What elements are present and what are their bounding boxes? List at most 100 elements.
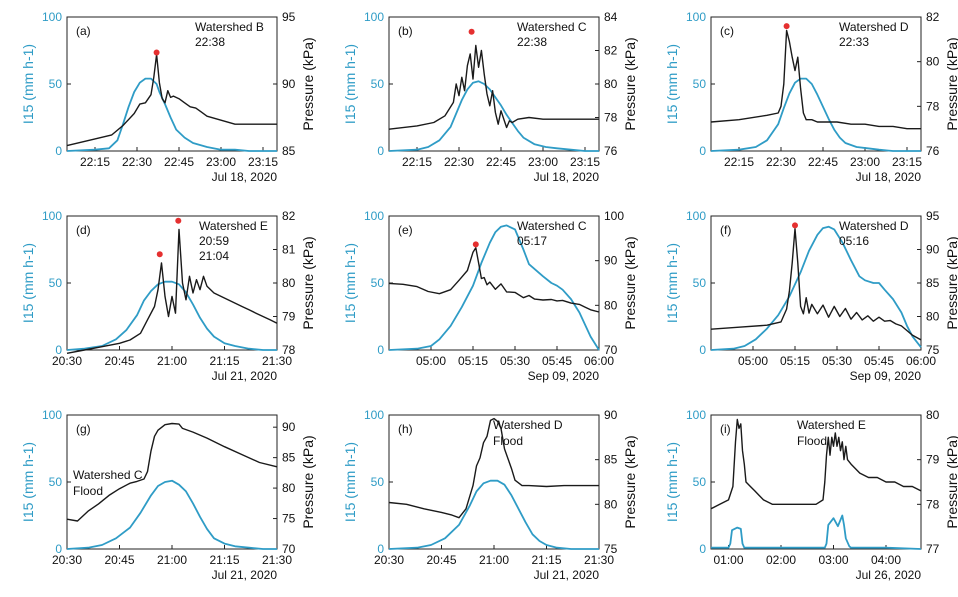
ylabel-right: Pressure (kPa) xyxy=(944,435,958,528)
axes-frame xyxy=(710,16,922,152)
ytick-right-label: 78 xyxy=(926,497,940,511)
ylabel-left: I15 (mm h-1) xyxy=(342,44,358,124)
ytick-left-label: 0 xyxy=(699,144,706,158)
series-pressure-line xyxy=(66,53,277,147)
ytick-right-label: 80 xyxy=(604,77,618,91)
ylabel-left: I15 (mm h-1) xyxy=(20,442,36,522)
ytick-right-label: 80 xyxy=(282,276,296,290)
event-time-label: 05:16 xyxy=(839,234,869,248)
ytick-right-label: 79 xyxy=(282,310,296,324)
ytick-right-label: 75 xyxy=(282,512,296,526)
ytick-right-label: 80 xyxy=(282,481,296,495)
series-intensity-line xyxy=(710,77,921,152)
series-intensity-line xyxy=(388,224,600,351)
date-label: Jul 21, 2020 xyxy=(212,369,278,383)
xtick-label: 22:15 xyxy=(402,155,432,169)
ytick-right-label: 95 xyxy=(926,209,940,223)
xtick-label: 01:00 xyxy=(713,553,743,567)
ylabel-left: I15 (mm h-1) xyxy=(342,243,358,323)
watershed-label: Watershed C xyxy=(73,468,143,482)
ylabel-right: Pressure (kPa) xyxy=(622,435,638,528)
panel-label: (h) xyxy=(398,422,413,436)
ytick-left-label: 50 xyxy=(371,276,385,290)
ytick-right-label: 78 xyxy=(604,111,618,125)
ytick-right-label: 82 xyxy=(926,10,940,24)
panel-a: 0 50 100 85 90 95 22:15 22:30 22:45 23:00 23:15Jul… xyxy=(20,10,316,184)
watershed-label: Watershed E xyxy=(797,418,866,432)
series-intensity-line xyxy=(388,479,599,550)
ytick-right-label: 77 xyxy=(926,542,940,556)
ytick-left-label: 100 xyxy=(686,408,706,422)
xtick-label: 20:45 xyxy=(426,553,456,567)
xtick-label: 21:15 xyxy=(209,553,239,567)
date-label: Jul 18, 2020 xyxy=(212,170,278,184)
xtick-label: 05:00 xyxy=(738,354,768,368)
xtick-label: 22:45 xyxy=(808,155,838,169)
panel-label: (f) xyxy=(720,223,731,237)
ytick-right-label: 76 xyxy=(604,144,618,158)
axes-frame xyxy=(66,414,278,550)
ylabel-right: Pressure (kPa) xyxy=(300,37,316,130)
date-label: Jul 21, 2020 xyxy=(212,568,278,582)
ytick-right-label: 85 xyxy=(926,276,940,290)
ytick-right-label: 78 xyxy=(282,343,296,357)
axes-frame xyxy=(388,16,600,152)
ytick-right-label: 75 xyxy=(604,542,618,556)
xtick-label: 21:30 xyxy=(584,553,614,567)
series-pressure-line xyxy=(388,44,599,130)
ylabel-left: I15 (mm h-1) xyxy=(664,243,680,323)
ytick-right-label: 70 xyxy=(604,343,618,357)
xtick-label: 20:45 xyxy=(104,354,134,368)
ytick-left-label: 50 xyxy=(693,276,707,290)
panel-label: (d) xyxy=(76,223,91,237)
series-intensity-line xyxy=(66,479,277,550)
peak-marker xyxy=(472,241,479,248)
xtick-label: 22:15 xyxy=(80,155,110,169)
xtick-label: 22:45 xyxy=(486,155,516,169)
ytick-left-label: 0 xyxy=(377,144,384,158)
panel-d: 0 50 100 78 79 80 81 82 20:30 20:45 21:00 21:15 21:3… xyxy=(20,209,316,383)
xtick-label: 05:00 xyxy=(416,354,446,368)
ylabel-right: Pressure (kPa) xyxy=(944,236,958,329)
xtick-label: 20:30 xyxy=(52,553,82,567)
watershed-label: Watershed E xyxy=(199,219,268,233)
ytick-right-label: 82 xyxy=(604,44,618,58)
xtick-label: 22:30 xyxy=(766,155,796,169)
xtick-label: 23:15 xyxy=(892,155,922,169)
ytick-right-label: 90 xyxy=(604,254,618,268)
panel-label: (i) xyxy=(720,422,731,436)
ytick-left-label: 0 xyxy=(55,144,62,158)
ytick-left-label: 0 xyxy=(377,343,384,357)
event-time-label: 20:59 xyxy=(199,234,229,248)
ytick-right-label: 90 xyxy=(282,420,296,434)
axes-frame xyxy=(66,215,278,351)
series-intensity-line xyxy=(710,225,922,351)
ytick-right-label: 80 xyxy=(926,55,940,69)
panel-f: 0 50 100 75 80 85 90 95 05:00 05:15 05:30 05:45 06:0… xyxy=(664,209,958,383)
xtick-label: 05:15 xyxy=(780,354,810,368)
ytick-left-label: 50 xyxy=(693,475,707,489)
xtick-label: 03:00 xyxy=(818,553,848,567)
ytick-left-label: 100 xyxy=(42,408,62,422)
ylabel-left: I15 (mm h-1) xyxy=(664,44,680,124)
ytick-right-label: 79 xyxy=(926,453,940,467)
series-intensity-line xyxy=(66,280,277,351)
event-time-label: 22:38 xyxy=(195,35,225,49)
ylabel-left: I15 (mm h-1) xyxy=(20,44,36,124)
ytick-right-label: 85 xyxy=(282,144,296,158)
ytick-right-label: 70 xyxy=(282,542,296,556)
xtick-label: 22:15 xyxy=(724,155,754,169)
xtick-label: 22:45 xyxy=(164,155,194,169)
ytick-left-label: 50 xyxy=(49,77,63,91)
peak-marker xyxy=(156,251,163,258)
ytick-left-label: 100 xyxy=(42,209,62,223)
ytick-left-label: 0 xyxy=(377,542,384,556)
event-time-label: 21:04 xyxy=(199,249,229,263)
panel-b: 0 50 100 76 78 80 82 84 22:15 22:30 22:45 23:00 23:1… xyxy=(342,10,638,184)
series-pressure-line xyxy=(710,29,921,130)
series-intensity-line xyxy=(711,514,922,550)
peak-marker xyxy=(153,49,160,56)
